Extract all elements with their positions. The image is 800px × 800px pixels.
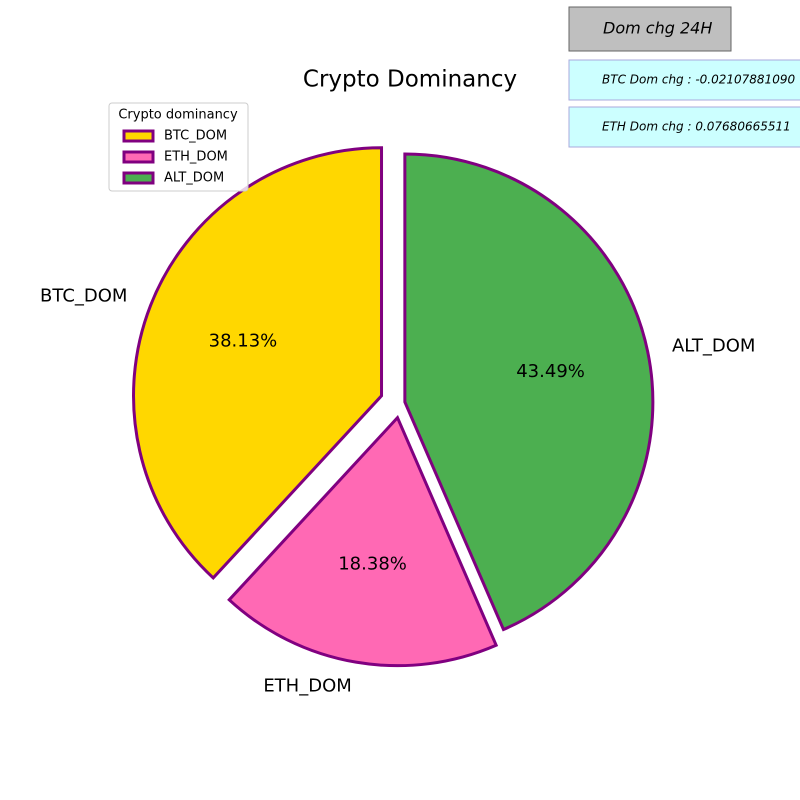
wedge — [132, 146, 384, 581]
value-label: 18.38% — [338, 553, 407, 574]
value-label: 38.13% — [209, 331, 278, 352]
legend-swatch — [122, 150, 155, 164]
value-label: 43.49% — [516, 361, 585, 382]
wedge — [403, 152, 655, 632]
legend-title: Crypto dominancy — [118, 108, 238, 123]
legend-swatch — [122, 129, 155, 143]
legend-label: ETH_DOM — [164, 150, 228, 165]
annotation: Dom chg 24H — [603, 19, 712, 38]
wedge — [227, 414, 499, 668]
annotation-box — [568, 106, 800, 148]
chart-title: Crypto Dominancy — [303, 67, 517, 93]
pie: BTC_DOM 38.13% ETH_DOM 18.38% ALT_DOM 43.49% — [40, 146, 755, 697]
legend-label: ALT_DOM — [164, 171, 224, 186]
annotation-box — [568, 6, 732, 52]
category-label: BTC_DOM — [40, 285, 127, 306]
annotation-box — [568, 59, 800, 101]
annotation: BTC Dom chg : -0.02107881090 — [602, 73, 795, 87]
category-label: ALT_DOM — [672, 336, 755, 357]
annotation: ETH Dom chg : 0.07680665511 — [602, 120, 791, 134]
legend-swatch — [122, 171, 155, 185]
legend-label: BTC_DOM — [164, 129, 227, 144]
legend: Crypto dominancy BTC_DOM ETH_DOM ALT_DOM — [108, 102, 249, 192]
legend-frame — [108, 102, 249, 192]
category-label: ETH_DOM — [263, 676, 351, 697]
